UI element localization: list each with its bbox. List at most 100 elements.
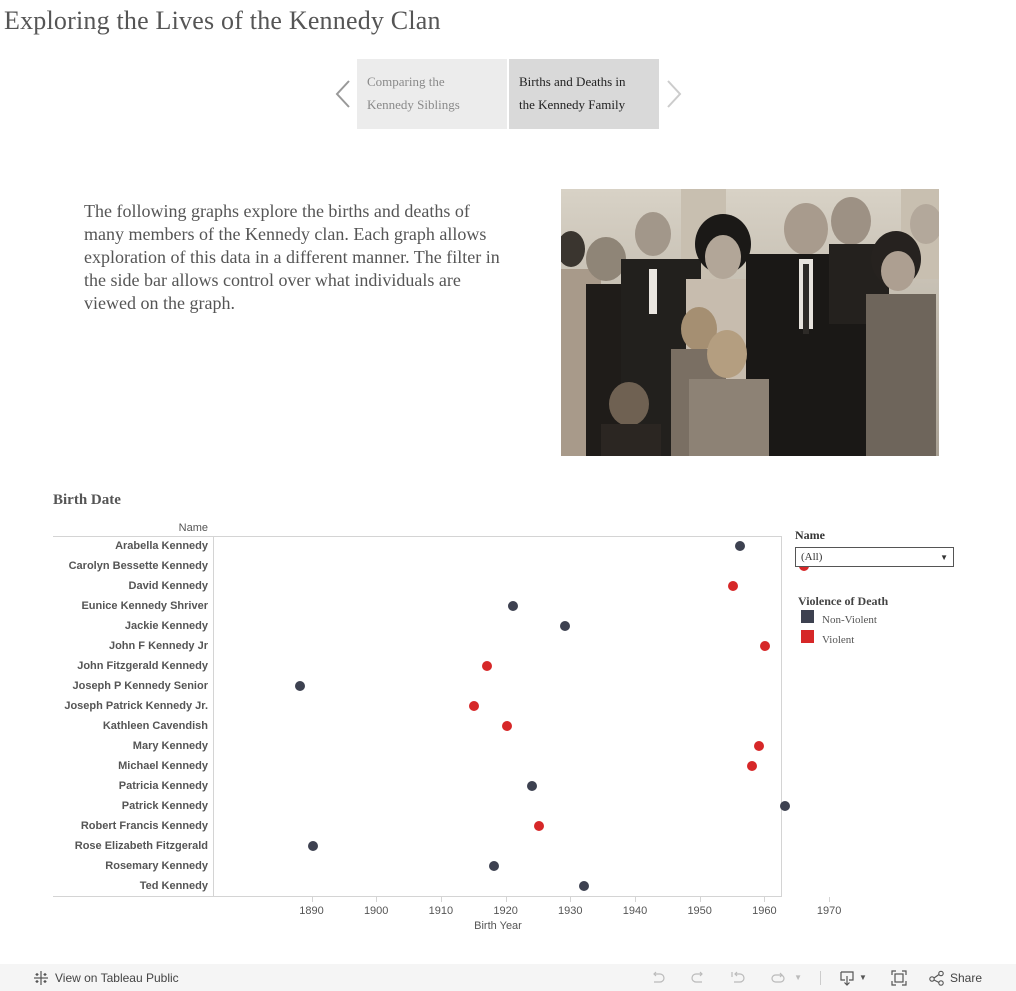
view-on-tableau-public-link[interactable]: View on Tableau Public bbox=[33, 964, 179, 991]
page-title: Exploring the Lives of the Kennedy Clan bbox=[4, 6, 441, 35]
row-label[interactable]: John Fitzgerald Kennedy bbox=[77, 660, 208, 672]
row-label[interactable]: Arabella Kennedy bbox=[115, 540, 208, 552]
plot-area[interactable] bbox=[213, 536, 810, 896]
tableau-toolbar: View on Tableau Public ▼ ▼ Share bbox=[0, 964, 1016, 991]
row-label[interactable]: David Kennedy bbox=[128, 580, 208, 592]
undo-icon bbox=[653, 971, 665, 983]
revert-button[interactable] bbox=[730, 971, 746, 985]
data-point[interactable] bbox=[508, 601, 519, 611]
data-point[interactable] bbox=[753, 741, 764, 751]
data-point[interactable] bbox=[501, 721, 512, 731]
story-point-label-line2: the Kennedy Family bbox=[519, 97, 626, 112]
story-next-button[interactable] bbox=[659, 59, 688, 129]
row-label[interactable]: Rosemary Kennedy bbox=[105, 860, 208, 872]
story-point-births-deaths[interactable]: Births and Deaths in the Kennedy Family bbox=[509, 59, 659, 129]
birth-date-chart: Name Arabella Kennedy Carolyn Bessette K… bbox=[53, 522, 841, 937]
download-button[interactable]: ▼ bbox=[839, 970, 867, 986]
chevron-left-icon bbox=[335, 80, 350, 108]
x-axis-tick bbox=[699, 897, 701, 902]
redo-button[interactable] bbox=[690, 971, 706, 985]
share-button[interactable]: Share bbox=[929, 970, 982, 986]
redo-icon bbox=[691, 971, 703, 983]
x-axis-tick-label: 1890 bbox=[299, 905, 324, 917]
row-label[interactable]: Patrick Kennedy bbox=[121, 800, 208, 812]
data-point[interactable] bbox=[734, 541, 745, 551]
side-panel: Name (All) ▼ Violence of Death Non-Viole… bbox=[795, 528, 965, 650]
story-navigator: Comparing the Kennedy Siblings Births an… bbox=[328, 59, 688, 129]
caret-down-icon: ▼ bbox=[859, 973, 867, 982]
share-icon bbox=[929, 970, 944, 986]
revert-icon bbox=[731, 971, 745, 983]
name-filter-dropdown[interactable]: (All) ▼ bbox=[795, 547, 954, 567]
x-axis-tick-label: 1960 bbox=[752, 905, 777, 917]
undo-button[interactable] bbox=[650, 971, 666, 985]
story-point-label-line1: Births and Deaths in bbox=[519, 74, 626, 89]
row-label[interactable]: Rose Elizabeth Fitzgerald bbox=[74, 840, 208, 852]
data-point[interactable] bbox=[559, 621, 570, 631]
chart-border-bottom bbox=[53, 896, 782, 897]
x-axis-tick-label: 1930 bbox=[558, 905, 583, 917]
data-point[interactable] bbox=[747, 761, 758, 771]
share-label: Share bbox=[949, 970, 982, 985]
data-point[interactable] bbox=[527, 781, 538, 791]
refresh-dropdown-button[interactable]: ▼ bbox=[794, 973, 802, 982]
legend-swatch-violent bbox=[801, 630, 814, 643]
legend-title: Violence of Death bbox=[798, 594, 889, 608]
row-label[interactable]: Mary Kennedy bbox=[132, 740, 208, 752]
data-point[interactable] bbox=[533, 821, 544, 831]
download-icon bbox=[840, 970, 854, 986]
row-label[interactable]: Robert Francis Kennedy bbox=[80, 820, 208, 832]
legend: Violence of Death Non-Violent Violent bbox=[798, 594, 965, 650]
story-point-comparing-siblings[interactable]: Comparing the Kennedy Siblings bbox=[357, 59, 507, 129]
filter-selected-value: (All) bbox=[801, 551, 823, 563]
row-label[interactable]: Patricia Kennedy bbox=[118, 780, 208, 792]
view-on-tableau-label: View on Tableau Public bbox=[55, 970, 179, 985]
legend-item-non-violent[interactable]: Non-Violent bbox=[798, 610, 965, 630]
row-labels: Arabella Kennedy Carolyn Bessette Kenned… bbox=[53, 536, 213, 896]
story-point-label-line2: Kennedy Siblings bbox=[367, 97, 460, 112]
fullscreen-icon bbox=[891, 969, 907, 986]
dropdown-arrow-icon: ▼ bbox=[940, 552, 948, 562]
row-header-name: Name bbox=[178, 522, 208, 534]
data-point[interactable] bbox=[307, 841, 318, 851]
kennedy-family-photo bbox=[561, 189, 939, 456]
story-prev-button[interactable] bbox=[328, 59, 357, 129]
x-axis-tick-label: 1940 bbox=[622, 905, 648, 917]
data-point[interactable] bbox=[760, 641, 771, 651]
row-label[interactable]: Jackie Kennedy bbox=[124, 620, 208, 632]
data-point[interactable] bbox=[579, 881, 590, 891]
toolbar-actions: ▼ ▼ Share bbox=[650, 964, 982, 991]
fullscreen-button[interactable] bbox=[891, 969, 907, 986]
row-label[interactable]: Joseph Patrick Kennedy Jr. bbox=[64, 700, 208, 712]
x-axis-tick-label: 1920 bbox=[493, 905, 518, 917]
row-label[interactable]: Kathleen Cavendish bbox=[102, 720, 208, 732]
row-label[interactable]: Joseph P Kennedy Senior bbox=[72, 680, 208, 692]
filter-title: Name bbox=[795, 528, 825, 542]
data-point[interactable] bbox=[294, 681, 305, 691]
x-axis-tick bbox=[635, 897, 636, 902]
row-label[interactable]: Michael Kennedy bbox=[118, 760, 208, 772]
row-label[interactable]: Ted Kennedy bbox=[139, 880, 208, 892]
x-axis-title: Birth Year bbox=[474, 920, 522, 932]
chart-border-top bbox=[53, 536, 782, 537]
x-axis: Birth Year 1890 1900 1910 1920 1930 1940 1950 1… bbox=[213, 897, 841, 937]
refresh-icon bbox=[771, 972, 785, 983]
x-axis-tick bbox=[376, 897, 378, 902]
row-label[interactable]: Carolyn Bessette Kennedy bbox=[68, 560, 208, 572]
x-axis-tick bbox=[440, 897, 442, 902]
x-axis-tick bbox=[570, 897, 572, 902]
row-label[interactable]: Eunice Kennedy Shriver bbox=[81, 600, 208, 612]
caret-down-icon: ▼ bbox=[794, 973, 803, 982]
row-label[interactable]: John F Kennedy Jr bbox=[108, 640, 208, 652]
data-point[interactable] bbox=[779, 801, 790, 811]
intro-text: The following graphs explore the births … bbox=[84, 201, 500, 313]
x-axis-tick bbox=[311, 897, 313, 902]
data-point[interactable] bbox=[482, 661, 493, 671]
x-axis-tick-label: 1970 bbox=[816, 905, 842, 917]
chevron-right-icon bbox=[666, 80, 681, 108]
data-point[interactable] bbox=[488, 861, 499, 871]
data-point[interactable] bbox=[728, 581, 739, 591]
legend-item-violent[interactable]: Violent bbox=[798, 630, 965, 650]
refresh-button[interactable] bbox=[770, 971, 786, 985]
data-point[interactable] bbox=[469, 701, 480, 711]
